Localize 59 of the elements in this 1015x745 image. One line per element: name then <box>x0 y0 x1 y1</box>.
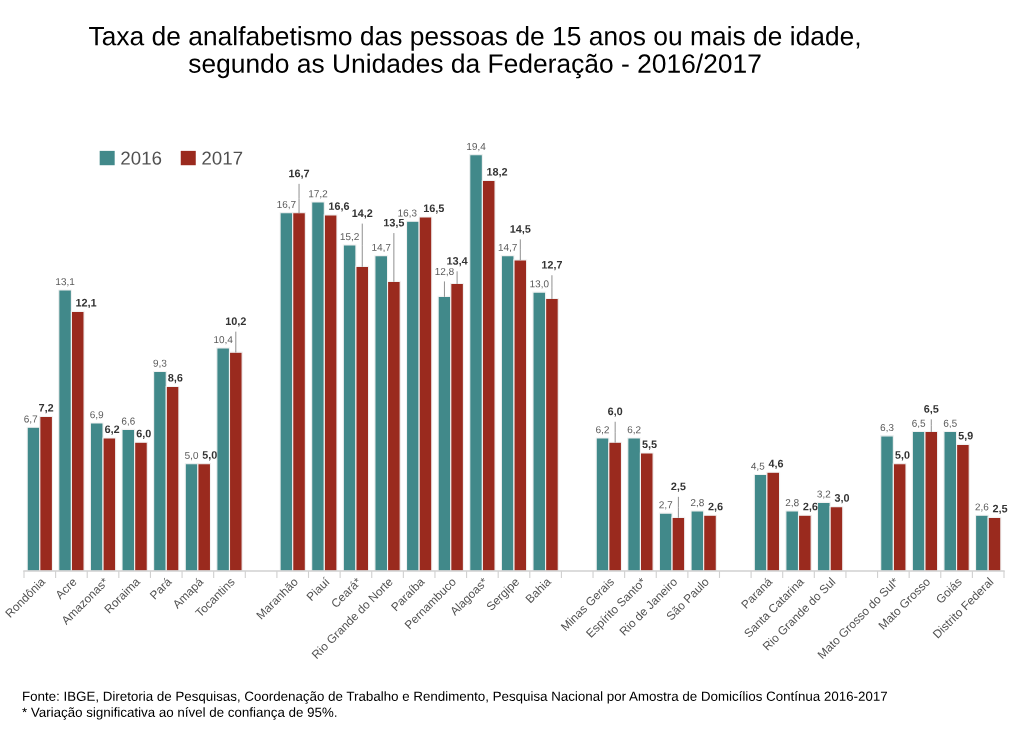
data-label: 12,8 <box>435 267 454 277</box>
data-label: 18,2 <box>487 167 508 178</box>
data-label: 2,6 <box>975 503 989 512</box>
data-label: 6,5 <box>924 405 939 415</box>
data-label: 6,2 <box>596 426 609 435</box>
data-label: 16,6 <box>329 202 350 212</box>
data-label: 2,6 <box>708 502 723 512</box>
data-label: 5,0 <box>185 451 199 461</box>
data-label: 5,5 <box>642 440 657 450</box>
data-label: 2,6 <box>803 502 818 512</box>
data-label: 16,7 <box>277 200 296 210</box>
data-label: 6,9 <box>90 411 104 420</box>
data-label: 17,2 <box>309 190 328 199</box>
data-label: 2,5 <box>671 482 686 492</box>
text: * Variação significativa ao nível de confiança de 95%. <box>22 707 337 720</box>
data-label: 9,3 <box>153 359 167 368</box>
data-label: 5,0 <box>895 451 910 461</box>
data-label: 6,0 <box>608 407 623 417</box>
data-label: 16,3 <box>398 209 417 218</box>
data-label: 6,5 <box>912 419 926 428</box>
data-label: 6,2 <box>105 425 120 435</box>
data-label: 12,1 <box>76 298 97 309</box>
data-label: 19,4 <box>467 142 486 152</box>
data-label: 10,4 <box>214 336 233 345</box>
data-label: 6,7 <box>24 415 38 424</box>
chart-title: Taxa de analfabetismo das pessoas de 15 anos ou mais de idade, segundo as Unidades da Federação - 2016/2017 <box>89 26 860 79</box>
data-label: 13,0 <box>530 280 549 289</box>
data-label: 8,6 <box>168 373 183 384</box>
data-label: 14,7 <box>372 243 391 253</box>
data-label: 14,7 <box>498 243 517 253</box>
data-label: 6,0 <box>136 429 151 439</box>
data-label: 16,7 <box>289 169 310 179</box>
data-label: 13,5 <box>384 218 405 229</box>
data-label: 5,0 <box>202 451 217 461</box>
data-label: 3,2 <box>817 490 831 499</box>
data-label: 6,5 <box>943 419 957 428</box>
data-label: 16,5 <box>423 204 445 214</box>
data-label: 4,6 <box>768 459 784 469</box>
data-label: 6,3 <box>880 424 894 433</box>
data-label: 2,8 <box>690 499 704 508</box>
data-label: 3,0 <box>834 494 850 504</box>
data-label: 10,2 <box>225 317 246 327</box>
data-label: 14,2 <box>352 209 373 219</box>
data-label: 6,6 <box>121 417 135 426</box>
data-label: 4,5 <box>751 462 765 471</box>
data-label: 12,7 <box>542 260 562 271</box>
legend-label: 2017 <box>202 151 243 165</box>
data-label: 6,2 <box>627 426 641 435</box>
data-label: 2,5 <box>992 504 1008 515</box>
legend-label: 2016 <box>121 151 162 165</box>
data-label: 7,2 <box>39 403 54 414</box>
data-label: 14,5 <box>510 225 531 235</box>
data-label: 2,8 <box>785 499 799 508</box>
data-label: 5,9 <box>958 431 973 442</box>
data-label: 13,1 <box>56 278 75 287</box>
data-label: 15,2 <box>340 233 359 242</box>
source-note: Fonte: IBGE, Diretoria de Pesquisas, Coordenação de Trabalho e Rendimento, Pesquisa Nacional por Amostra de Domicílios Contínua 2016-2017 <box>23 691 888 704</box>
data-label: 2,7 <box>659 501 673 510</box>
data-label: 13,4 <box>447 257 468 267</box>
